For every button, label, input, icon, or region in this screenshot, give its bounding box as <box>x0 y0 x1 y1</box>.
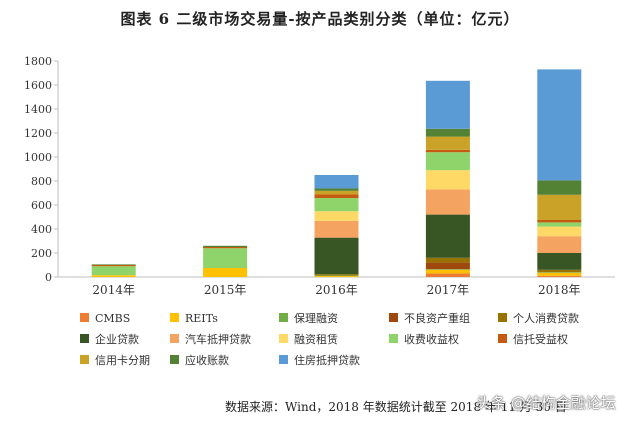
bar-segment <box>425 170 470 190</box>
bar-segment <box>203 247 248 249</box>
legend-swatch <box>170 313 179 322</box>
bar-segment <box>537 272 582 276</box>
bar-segment <box>537 253 582 270</box>
bar-segment <box>91 275 136 277</box>
bar-segment <box>314 275 359 277</box>
bar-segment <box>537 269 582 273</box>
chart-axes: 0 200 400 600 800 1000 1200 1400 1600 1800 2014年 20… <box>24 55 615 297</box>
legend-label: 企业贷款 <box>95 332 139 346</box>
legend-label: 融资租赁 <box>294 332 338 346</box>
legend-label: 不良资产重组 <box>404 311 470 325</box>
legend-label: CMBS <box>95 312 130 325</box>
legend-swatch <box>498 334 507 343</box>
bar-segment <box>537 69 582 181</box>
bar-segment <box>314 237 359 275</box>
x-tick-label: 2015年 <box>204 283 247 297</box>
bar-segment <box>537 275 582 277</box>
legend-swatch <box>170 334 179 343</box>
legend-label: 保理融资 <box>294 311 338 325</box>
legend-label: 个人消费贷款 <box>513 311 579 325</box>
bar-segment <box>314 276 359 277</box>
y-tick-label: 1000 <box>24 151 52 164</box>
bar-segment <box>314 175 359 189</box>
bar-segment <box>425 152 470 171</box>
bar-segment <box>537 222 582 227</box>
legend-swatch <box>279 313 288 322</box>
bar-segment <box>314 194 359 199</box>
chart-bars <box>91 69 582 277</box>
chart-title: 图表 6 二级市场交易量-按产品类别分类（单位：亿元） <box>120 10 520 28</box>
x-tick-label: 2014年 <box>92 283 135 297</box>
bar-segment <box>314 220 359 238</box>
bar-segment <box>425 128 470 137</box>
legend-swatch <box>279 355 288 364</box>
y-tick-label: 400 <box>31 223 52 236</box>
bar-segment <box>91 265 136 267</box>
y-tick-label: 800 <box>31 175 52 188</box>
bar-segment <box>203 245 248 247</box>
data-source-note: 数据来源：Wind，2018 年数据统计截至 2018 年 11 月 30 日 <box>225 400 567 414</box>
bar-segment <box>314 198 359 212</box>
bar-segment <box>91 264 136 265</box>
legend-swatch <box>279 334 288 343</box>
x-tick-label: 2017年 <box>427 283 470 297</box>
y-tick-label: 200 <box>31 247 52 260</box>
bar-segment <box>537 194 582 220</box>
y-tick-label: 1800 <box>24 55 52 68</box>
bar-segment <box>314 274 359 276</box>
bar-segment <box>425 214 470 258</box>
x-tick-label: 2016年 <box>315 283 358 297</box>
watermark: 头条 @结构金融论坛 <box>476 394 616 412</box>
y-tick-label: 0 <box>45 271 52 284</box>
bar-segment <box>537 220 582 223</box>
y-tick-label: 600 <box>31 199 52 212</box>
legend-swatch <box>389 313 398 322</box>
bar-segment <box>425 136 470 150</box>
legend-label: 收费收益权 <box>404 332 459 346</box>
bar-segment <box>203 248 248 268</box>
bar-segment <box>425 262 470 270</box>
legend-label: 住房抵押贷款 <box>294 353 360 367</box>
legend-label: REITs <box>185 312 218 325</box>
bar-segment <box>537 226 582 237</box>
legend-label: 信托受益权 <box>513 332 568 346</box>
bar-segment <box>425 273 470 277</box>
x-tick-label: 2018年 <box>538 283 581 297</box>
y-tick-label: 1400 <box>24 103 52 116</box>
y-tick-label: 1200 <box>24 127 52 140</box>
legend-label: 汽车抵押贷款 <box>185 332 251 346</box>
legend-swatch <box>389 334 398 343</box>
legend-swatch <box>498 313 507 322</box>
bar-segment <box>425 149 470 153</box>
bar-segment <box>314 211 359 221</box>
y-tick-label: 1600 <box>24 79 52 92</box>
bar-segment <box>425 189 470 215</box>
bar-segment <box>425 257 470 263</box>
bar-segment <box>425 80 470 129</box>
legend-swatch <box>80 334 89 343</box>
legend-swatch <box>80 313 89 322</box>
bar-segment <box>91 266 136 276</box>
bar-segment <box>537 236 582 253</box>
bar-segment <box>537 272 582 273</box>
legend-swatch <box>80 355 89 364</box>
legend-label: 信用卡分期 <box>95 354 150 367</box>
legend-label: 应收账款 <box>185 353 229 367</box>
bar-segment <box>425 269 470 270</box>
legend-swatch <box>170 355 179 364</box>
bar-segment <box>203 268 248 277</box>
bar-segment <box>425 269 470 274</box>
bar-segment <box>537 180 582 195</box>
bar-segment <box>314 188 359 191</box>
bar-segment <box>314 190 359 195</box>
